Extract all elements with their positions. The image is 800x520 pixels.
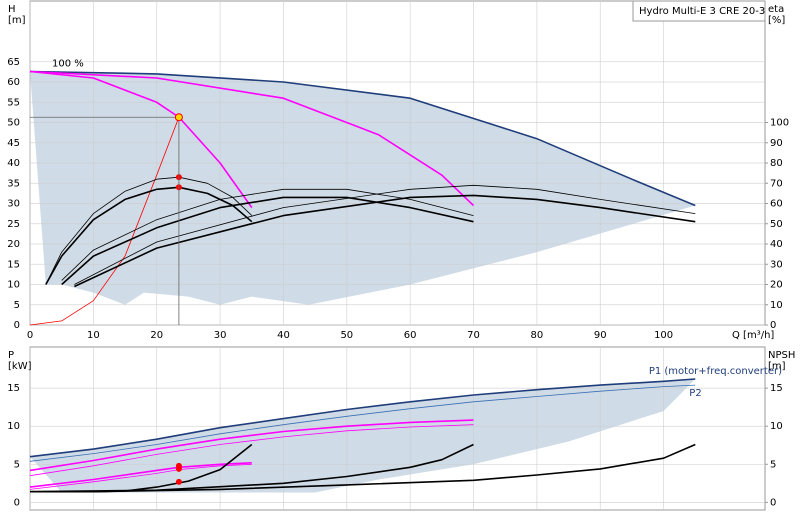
x-axis-label: Q [m³/h] — [732, 330, 774, 341]
curve — [74, 194, 696, 288]
curve-label: P1 (motor+freq.converter) — [649, 366, 782, 377]
curve — [74, 184, 696, 285]
y2-axis-label: [%] — [768, 15, 785, 26]
operating-range — [30, 71, 696, 305]
y-axis-label: [m] — [8, 15, 26, 26]
curve — [93, 443, 696, 493]
y2-tick-label: 100 — [770, 118, 789, 129]
y-tick-label: 30 — [7, 199, 20, 210]
y-tick-label: 5 — [14, 300, 20, 311]
y-tick-label: 60 — [7, 77, 20, 88]
y2-axis-label: [m] — [768, 361, 786, 372]
curve — [29, 424, 474, 477]
y-axis-label: [kW] — [8, 361, 32, 372]
y2-tick-label: 50 — [770, 219, 783, 230]
x-tick-label: 80 — [531, 330, 544, 341]
x-tick-label: 90 — [594, 330, 607, 341]
y2-tick-label: 30 — [770, 259, 783, 270]
x-tick-label: 10 — [87, 330, 100, 341]
x-tick-label: 70 — [467, 330, 480, 341]
curve — [29, 419, 474, 472]
y2-axis-label: NPSH — [768, 350, 795, 361]
curve — [29, 378, 696, 458]
curve — [29, 117, 180, 326]
y2-tick-label: 20 — [770, 280, 783, 291]
operating-point — [174, 113, 183, 122]
y-tick-label: 20 — [7, 239, 20, 250]
x-tick-label: 30 — [214, 330, 227, 341]
y-tick-label: 0 — [14, 320, 20, 331]
curve — [29, 384, 696, 462]
y-tick-label: 55 — [7, 97, 20, 108]
y-tick-label: 5 — [14, 459, 20, 470]
curve — [61, 188, 474, 281]
y2-tick-label: 5 — [770, 459, 776, 470]
y-tick-label: 65 — [7, 57, 20, 68]
x-tick-label: 60 — [404, 330, 417, 341]
y2-tick-label: 0 — [770, 497, 776, 508]
curve — [45, 176, 253, 285]
y2-tick-label: 40 — [770, 239, 783, 250]
y-tick-label: 50 — [7, 118, 20, 129]
y-tick-label: 15 — [7, 259, 20, 270]
y-tick-label: 0 — [14, 497, 20, 508]
y-tick-label: 40 — [7, 158, 20, 169]
x-tick-label: 0 — [27, 330, 33, 341]
y-axis-label: H — [8, 4, 16, 15]
y-tick-label: 35 — [7, 178, 20, 189]
duty-point — [175, 478, 182, 485]
y-tick-label: 15 — [7, 383, 20, 394]
duty-point — [175, 465, 182, 472]
y2-tick-label: 70 — [770, 178, 783, 189]
x-tick-label: 50 — [340, 330, 353, 341]
y2-tick-label: 0 — [770, 320, 776, 331]
x-tick-label: 20 — [150, 330, 163, 341]
curve-label: P2 — [689, 388, 701, 399]
y2-tick-label: 10 — [770, 421, 783, 432]
x-tick-label: 40 — [277, 330, 290, 341]
curve — [29, 70, 253, 209]
y2-axis-label: eta — [768, 4, 784, 15]
y2-tick-label: 90 — [770, 138, 783, 149]
curve-label: 100 % — [52, 58, 84, 69]
y-tick-label: 10 — [7, 421, 20, 432]
curve — [61, 196, 474, 286]
curve — [29, 462, 252, 488]
y2-tick-label: 80 — [770, 158, 783, 169]
y2-tick-label: 60 — [770, 199, 783, 210]
y-tick-label: 25 — [7, 219, 20, 230]
curve — [45, 186, 253, 285]
y-tick-label: 10 — [7, 280, 20, 291]
y-tick-label: 45 — [7, 138, 20, 149]
curve — [29, 70, 696, 207]
y-axis-label: P — [8, 350, 14, 361]
x-tick-label: 100 — [654, 330, 673, 341]
y2-tick-label: 10 — [770, 300, 783, 311]
curve — [29, 70, 475, 207]
product-box — [632, 0, 766, 22]
y2-tick-label: 15 — [770, 383, 783, 394]
product-name: Hydro Multi-E 3 CRE 20-3 — [639, 6, 765, 17]
